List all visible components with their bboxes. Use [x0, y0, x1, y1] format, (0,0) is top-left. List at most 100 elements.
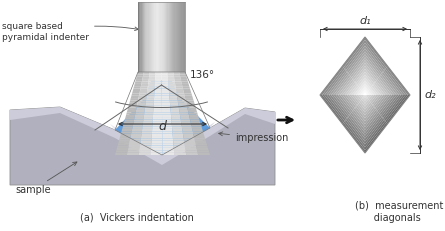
Polygon shape — [156, 2, 157, 72]
Polygon shape — [333, 75, 350, 95]
Polygon shape — [136, 110, 145, 112]
Polygon shape — [146, 2, 147, 72]
Polygon shape — [365, 109, 377, 127]
Polygon shape — [169, 91, 177, 93]
Polygon shape — [152, 124, 162, 127]
Polygon shape — [190, 122, 201, 124]
Polygon shape — [162, 91, 169, 93]
Polygon shape — [154, 103, 162, 105]
Polygon shape — [198, 153, 210, 155]
Polygon shape — [352, 109, 365, 127]
Polygon shape — [135, 82, 142, 84]
Text: d₂: d₂ — [424, 90, 436, 100]
Polygon shape — [140, 2, 142, 72]
Polygon shape — [375, 95, 388, 109]
Polygon shape — [153, 115, 162, 117]
Polygon shape — [142, 129, 152, 131]
Polygon shape — [130, 136, 141, 138]
Polygon shape — [116, 148, 128, 150]
Polygon shape — [365, 120, 385, 147]
Polygon shape — [340, 79, 354, 95]
Polygon shape — [174, 148, 186, 150]
Polygon shape — [383, 95, 403, 120]
Polygon shape — [162, 77, 168, 79]
Polygon shape — [365, 52, 382, 75]
Polygon shape — [365, 37, 388, 67]
Polygon shape — [153, 122, 162, 124]
Polygon shape — [365, 89, 367, 94]
Polygon shape — [365, 69, 375, 83]
Polygon shape — [327, 70, 347, 95]
Polygon shape — [144, 2, 145, 72]
Polygon shape — [347, 117, 365, 141]
Polygon shape — [142, 124, 153, 127]
Polygon shape — [128, 105, 137, 108]
Polygon shape — [382, 95, 401, 118]
Polygon shape — [365, 105, 374, 118]
Polygon shape — [386, 66, 410, 95]
Polygon shape — [180, 2, 182, 72]
Polygon shape — [145, 2, 146, 72]
Polygon shape — [142, 127, 152, 129]
Polygon shape — [377, 95, 392, 112]
Polygon shape — [179, 110, 188, 112]
Polygon shape — [162, 2, 163, 72]
Polygon shape — [142, 131, 152, 134]
Polygon shape — [182, 2, 184, 72]
Polygon shape — [133, 122, 143, 124]
Polygon shape — [160, 2, 162, 72]
Polygon shape — [185, 148, 197, 150]
Polygon shape — [147, 2, 149, 72]
Polygon shape — [173, 2, 174, 72]
Polygon shape — [179, 108, 188, 110]
Polygon shape — [120, 136, 131, 138]
Polygon shape — [343, 80, 355, 95]
Polygon shape — [346, 118, 365, 144]
Polygon shape — [172, 127, 182, 129]
Polygon shape — [154, 91, 162, 93]
Polygon shape — [322, 67, 345, 95]
Polygon shape — [365, 97, 367, 101]
Polygon shape — [173, 134, 183, 136]
Polygon shape — [165, 2, 166, 72]
Polygon shape — [115, 80, 210, 155]
Polygon shape — [176, 89, 183, 91]
Polygon shape — [149, 79, 155, 82]
Polygon shape — [343, 123, 365, 153]
Polygon shape — [365, 54, 381, 76]
Polygon shape — [184, 141, 195, 143]
Polygon shape — [338, 78, 352, 95]
Polygon shape — [345, 120, 365, 147]
Polygon shape — [152, 129, 162, 131]
Polygon shape — [131, 131, 142, 134]
Polygon shape — [182, 124, 192, 127]
Polygon shape — [115, 153, 127, 155]
Polygon shape — [162, 84, 169, 86]
Polygon shape — [140, 141, 151, 143]
Polygon shape — [365, 40, 386, 69]
Polygon shape — [168, 74, 174, 77]
Polygon shape — [180, 117, 190, 119]
Polygon shape — [365, 102, 372, 112]
Polygon shape — [146, 103, 154, 105]
Polygon shape — [151, 150, 162, 153]
Polygon shape — [365, 121, 386, 150]
Polygon shape — [174, 74, 180, 77]
Polygon shape — [173, 138, 184, 141]
Polygon shape — [146, 93, 154, 96]
Polygon shape — [163, 2, 164, 72]
Polygon shape — [365, 108, 376, 124]
Polygon shape — [365, 118, 384, 144]
Polygon shape — [186, 100, 194, 103]
Polygon shape — [381, 95, 399, 117]
Polygon shape — [135, 112, 145, 115]
Polygon shape — [162, 136, 173, 138]
Polygon shape — [358, 95, 363, 99]
Polygon shape — [336, 95, 352, 114]
Polygon shape — [329, 72, 348, 95]
Polygon shape — [189, 115, 198, 117]
Polygon shape — [194, 138, 206, 141]
Polygon shape — [186, 153, 198, 155]
Polygon shape — [142, 82, 149, 84]
Polygon shape — [149, 77, 155, 79]
